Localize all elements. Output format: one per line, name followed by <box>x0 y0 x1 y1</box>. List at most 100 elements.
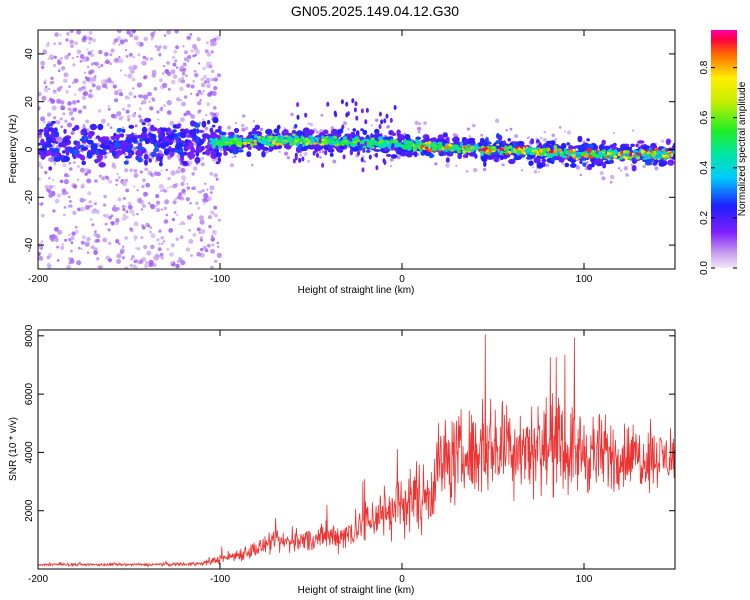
spectrogram-cell <box>637 140 645 144</box>
spectrogram-speckle <box>110 113 116 119</box>
spectrogram-speckle <box>127 104 131 108</box>
spectrogram-speckle <box>70 44 74 48</box>
spectrogram-speckle <box>105 86 108 90</box>
spectrogram-cell <box>190 145 195 153</box>
spectrogram-speckle <box>203 74 207 79</box>
spectrogram-speckle <box>172 200 177 205</box>
spectrogram-speckle <box>72 210 77 215</box>
spectrogram-speckle <box>70 241 74 245</box>
spectrogram-cell <box>475 147 479 151</box>
spectrogram-cell <box>533 157 541 164</box>
spectrogram-cell <box>55 156 63 161</box>
spectrogram-speckle <box>192 44 197 49</box>
spectrogram-speckle <box>115 218 120 223</box>
spectrogram-cell <box>150 137 154 145</box>
spectrogram-speckle <box>185 247 190 252</box>
spectrogram-speckle <box>110 221 115 225</box>
spectrogram-speckle <box>175 263 180 269</box>
spectrogram-speckle <box>94 61 100 67</box>
spectrogram-cell <box>307 129 315 135</box>
spectrogram-speckle <box>210 50 214 54</box>
spectrogram-speckle <box>181 101 186 107</box>
spectrogram-speckle <box>86 251 90 254</box>
spectrogram-speckle <box>166 71 172 77</box>
spectrogram-speckle <box>97 66 101 69</box>
spectrogram-speckle <box>187 55 192 60</box>
spectrogram-cell <box>361 167 365 173</box>
spectrogram-speckle <box>202 89 205 92</box>
spectrogram-speckle <box>161 242 164 245</box>
spectrogram-speckle <box>86 178 92 184</box>
spectrogram-speckle <box>63 173 69 178</box>
spectrogram-speckle <box>495 118 500 124</box>
spectrogram-cell <box>462 154 469 158</box>
spectrogram-speckle <box>48 192 54 198</box>
spectrogram-speckle <box>210 265 214 269</box>
spectrogram-cell <box>396 129 401 136</box>
spectrogram-speckle <box>49 236 54 241</box>
spectrogram-cell <box>554 155 561 161</box>
spectrogram-cell <box>495 144 502 150</box>
spectrogram-speckle <box>83 71 86 74</box>
spectrogram-speckle <box>142 204 146 208</box>
spectrogram-cell <box>637 153 641 156</box>
spectrogram-speckle <box>79 60 83 63</box>
spectrogram-speckle <box>144 263 149 269</box>
spectrogram-speckle <box>110 48 115 53</box>
spectrogram-cell <box>390 154 398 159</box>
spectrogram-speckle <box>145 261 149 265</box>
spectrogram-speckle <box>47 112 52 117</box>
spectrogram-cell <box>627 155 633 160</box>
spectrogram-cell <box>516 140 525 146</box>
spectrogram-cell <box>578 147 584 152</box>
spectrogram-cell <box>95 135 101 139</box>
spectrogram-cell <box>110 135 118 140</box>
snr-y-tick-label: 2000 <box>24 499 35 522</box>
spectrogram-speckle <box>43 87 49 93</box>
spectrogram-cell <box>304 137 310 142</box>
spectrogram-speckle <box>128 52 133 57</box>
spectrogram-cell <box>147 134 152 138</box>
spectrogram-cell <box>602 154 607 157</box>
spectrogram-speckle <box>88 41 92 45</box>
spectrogram-speckle <box>178 192 182 196</box>
spectrogram-speckle <box>51 105 57 111</box>
spectrogram-speckle <box>50 158 55 163</box>
spectrogram-speckle <box>93 247 98 252</box>
spectrogram-cell <box>630 143 635 147</box>
spectrogram-speckle <box>93 202 97 206</box>
spectrogram-cell <box>500 150 504 155</box>
spectrogram-speckle <box>141 119 145 122</box>
spectrogram-speckle <box>179 99 182 102</box>
spectrogram-speckle <box>38 91 42 97</box>
spectrogram-speckle <box>61 107 65 111</box>
spectrogram-cell <box>86 139 94 145</box>
spectrogram-speckle <box>116 259 122 264</box>
spectrogram-speckle <box>176 213 179 217</box>
spectrogram-speckle <box>73 184 78 189</box>
spectrogram-cell <box>81 128 88 135</box>
spectrogram-speckle <box>118 58 124 64</box>
spectrogram-speckle <box>133 221 139 227</box>
spectrogram-cell <box>232 150 239 155</box>
spectrogram-cell <box>231 140 236 144</box>
spectrogram-cell <box>428 148 432 152</box>
spectrogram-cell <box>38 129 44 133</box>
spectrogram-cell <box>119 133 125 138</box>
spectrogram-cell <box>405 151 413 158</box>
spectrogram-speckle <box>166 110 172 115</box>
spectrogram-speckle <box>143 36 148 42</box>
spectrogram-cell <box>342 154 346 160</box>
spectrogram-cell <box>399 147 403 153</box>
spectrogram-cell <box>376 143 381 147</box>
spectrogram-speckle <box>186 183 189 185</box>
spectrogram-speckle <box>200 82 206 88</box>
spectrogram-speckle <box>216 252 222 258</box>
spectrogram-speckle <box>119 92 123 97</box>
spectrogram-speckle <box>79 54 85 59</box>
spectrogram-y-tick-label: -40 <box>24 237 35 252</box>
spectrogram-speckle <box>375 118 379 122</box>
spectrogram-speckle <box>207 92 212 97</box>
spectrogram-cell <box>326 101 330 107</box>
spectrogram-cell <box>219 131 227 136</box>
